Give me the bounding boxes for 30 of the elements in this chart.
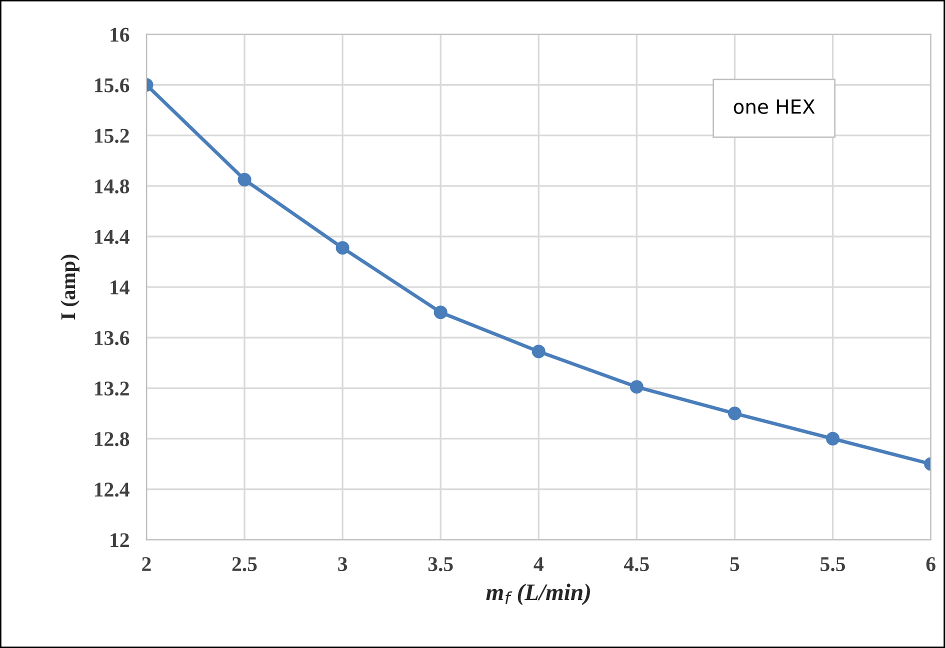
y-tick-label: 12 (110, 533, 129, 548)
x-tick-label: 4.5 (624, 557, 649, 572)
x-tick-label: 3 (338, 557, 348, 572)
x-tick-label: 6 (926, 557, 936, 572)
x-tick-label: 2.5 (232, 557, 257, 572)
x-tick-label: 2 (142, 557, 151, 571)
y-tick-label: 16 (110, 28, 130, 42)
y-axis-title: I (amp) (60, 254, 80, 320)
text: one HEX (734, 99, 815, 114)
y-tick-label: 14.8 (95, 179, 130, 194)
y-tick-label: 15.6 (95, 78, 130, 92)
point (728, 406, 742, 420)
x-tick-label: 5 (730, 557, 740, 572)
x-tick-label: 3.5 (428, 557, 453, 572)
y-tick-label: 14.4 (95, 230, 130, 244)
point (826, 432, 840, 446)
point (532, 344, 546, 358)
y-tick-label: 12.4 (95, 482, 130, 497)
y-tick-label: 12.8 (95, 432, 130, 446)
x-axis-title: m$_{f}$ (L/min) (486, 584, 590, 606)
y-tick-label: 14 (110, 280, 130, 294)
x-tick-label: 4 (534, 557, 544, 571)
y-tick-label: 15.2 (95, 128, 129, 143)
point (434, 306, 448, 320)
y-tick-label: 13.2 (95, 382, 129, 396)
x-tick-label: 5.5 (820, 557, 846, 572)
point (238, 172, 252, 186)
y-tick-label: 13.6 (95, 331, 130, 346)
point (336, 241, 350, 255)
point (630, 380, 644, 394)
